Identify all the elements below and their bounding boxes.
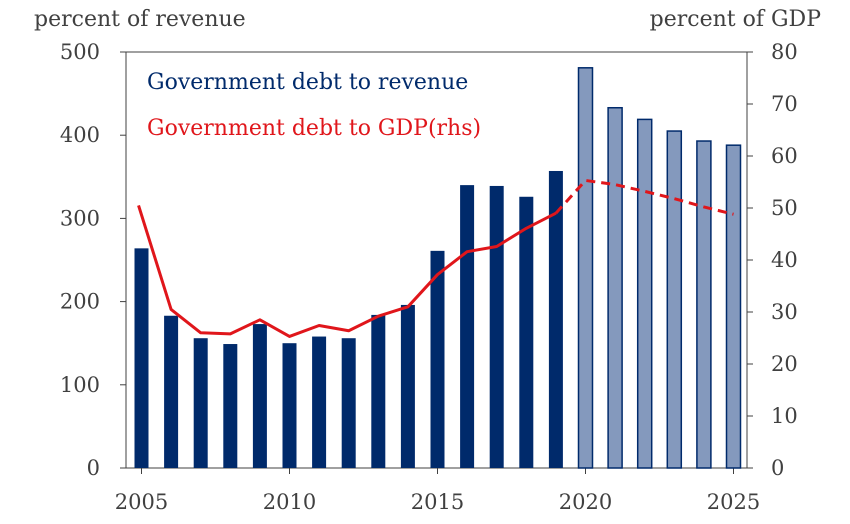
x-tick-label: 2020 <box>559 490 612 514</box>
bar-actual <box>134 248 149 468</box>
bar-actual <box>430 250 445 468</box>
bar-actual <box>341 338 356 468</box>
bar-actual <box>489 185 504 468</box>
line-debt-to-gdp-projected <box>554 178 734 216</box>
right-tick-label: 0 <box>771 456 784 480</box>
left-tick-label: 100 <box>60 373 100 397</box>
legend: Government debt to revenue Government de… <box>147 70 481 141</box>
bar-actual <box>371 314 386 468</box>
bar-projected <box>577 67 594 469</box>
right-tick-label: 10 <box>771 404 798 428</box>
x-tick-label: 2005 <box>115 490 168 514</box>
bar-actual <box>223 344 238 468</box>
right-tick-label: 60 <box>771 144 798 168</box>
bar-actual <box>164 315 179 468</box>
left-tick-label: 300 <box>60 206 100 230</box>
bar-projected <box>636 118 653 469</box>
right-tick-label: 40 <box>771 248 798 272</box>
bar-projected <box>696 140 712 469</box>
legend-entry-debt-to-revenue: Government debt to revenue <box>147 70 468 95</box>
line-series-debt-to-gdp <box>137 178 734 338</box>
right-axis-unit-label: percent of GDP <box>650 7 822 32</box>
right-axis: 0 10 20 30 40 50 60 70 80 <box>747 40 798 480</box>
line-debt-to-gdp-actual <box>137 204 557 338</box>
right-tick-label: 70 <box>771 92 798 116</box>
left-tick-label: 400 <box>60 123 100 147</box>
legend-entry-debt-to-gdp: Government debt to GDP(rhs) <box>147 116 481 141</box>
x-tick-label: 2025 <box>707 490 760 514</box>
left-tick-label: 0 <box>87 456 100 480</box>
bar-actual <box>548 170 563 468</box>
left-axis: 0 100 200 300 400 500 <box>60 40 126 480</box>
bar-actual <box>193 338 208 468</box>
bar-series-debt-to-revenue <box>134 67 742 469</box>
right-tick-label: 50 <box>771 196 798 220</box>
left-tick-label: 500 <box>60 40 100 64</box>
bar-projected <box>607 106 623 469</box>
x-tick-label: 2015 <box>411 490 464 514</box>
bar-projected <box>725 144 742 469</box>
bar-actual <box>282 343 297 468</box>
bar-actual <box>312 336 327 468</box>
right-tick-label: 80 <box>771 40 798 64</box>
bar-actual <box>252 324 267 468</box>
bar-actual <box>519 196 534 468</box>
left-tick-label: 200 <box>60 290 100 314</box>
x-tick-label: 2010 <box>263 490 316 514</box>
bar-projected <box>666 130 683 469</box>
right-tick-label: 30 <box>771 300 798 324</box>
left-axis-unit-label: percent of revenue <box>34 7 246 32</box>
bar-actual <box>400 304 415 468</box>
bar-actual <box>460 185 475 468</box>
x-axis: 2005 2010 2015 2020 2025 <box>115 468 760 514</box>
right-tick-label: 20 <box>771 352 798 376</box>
